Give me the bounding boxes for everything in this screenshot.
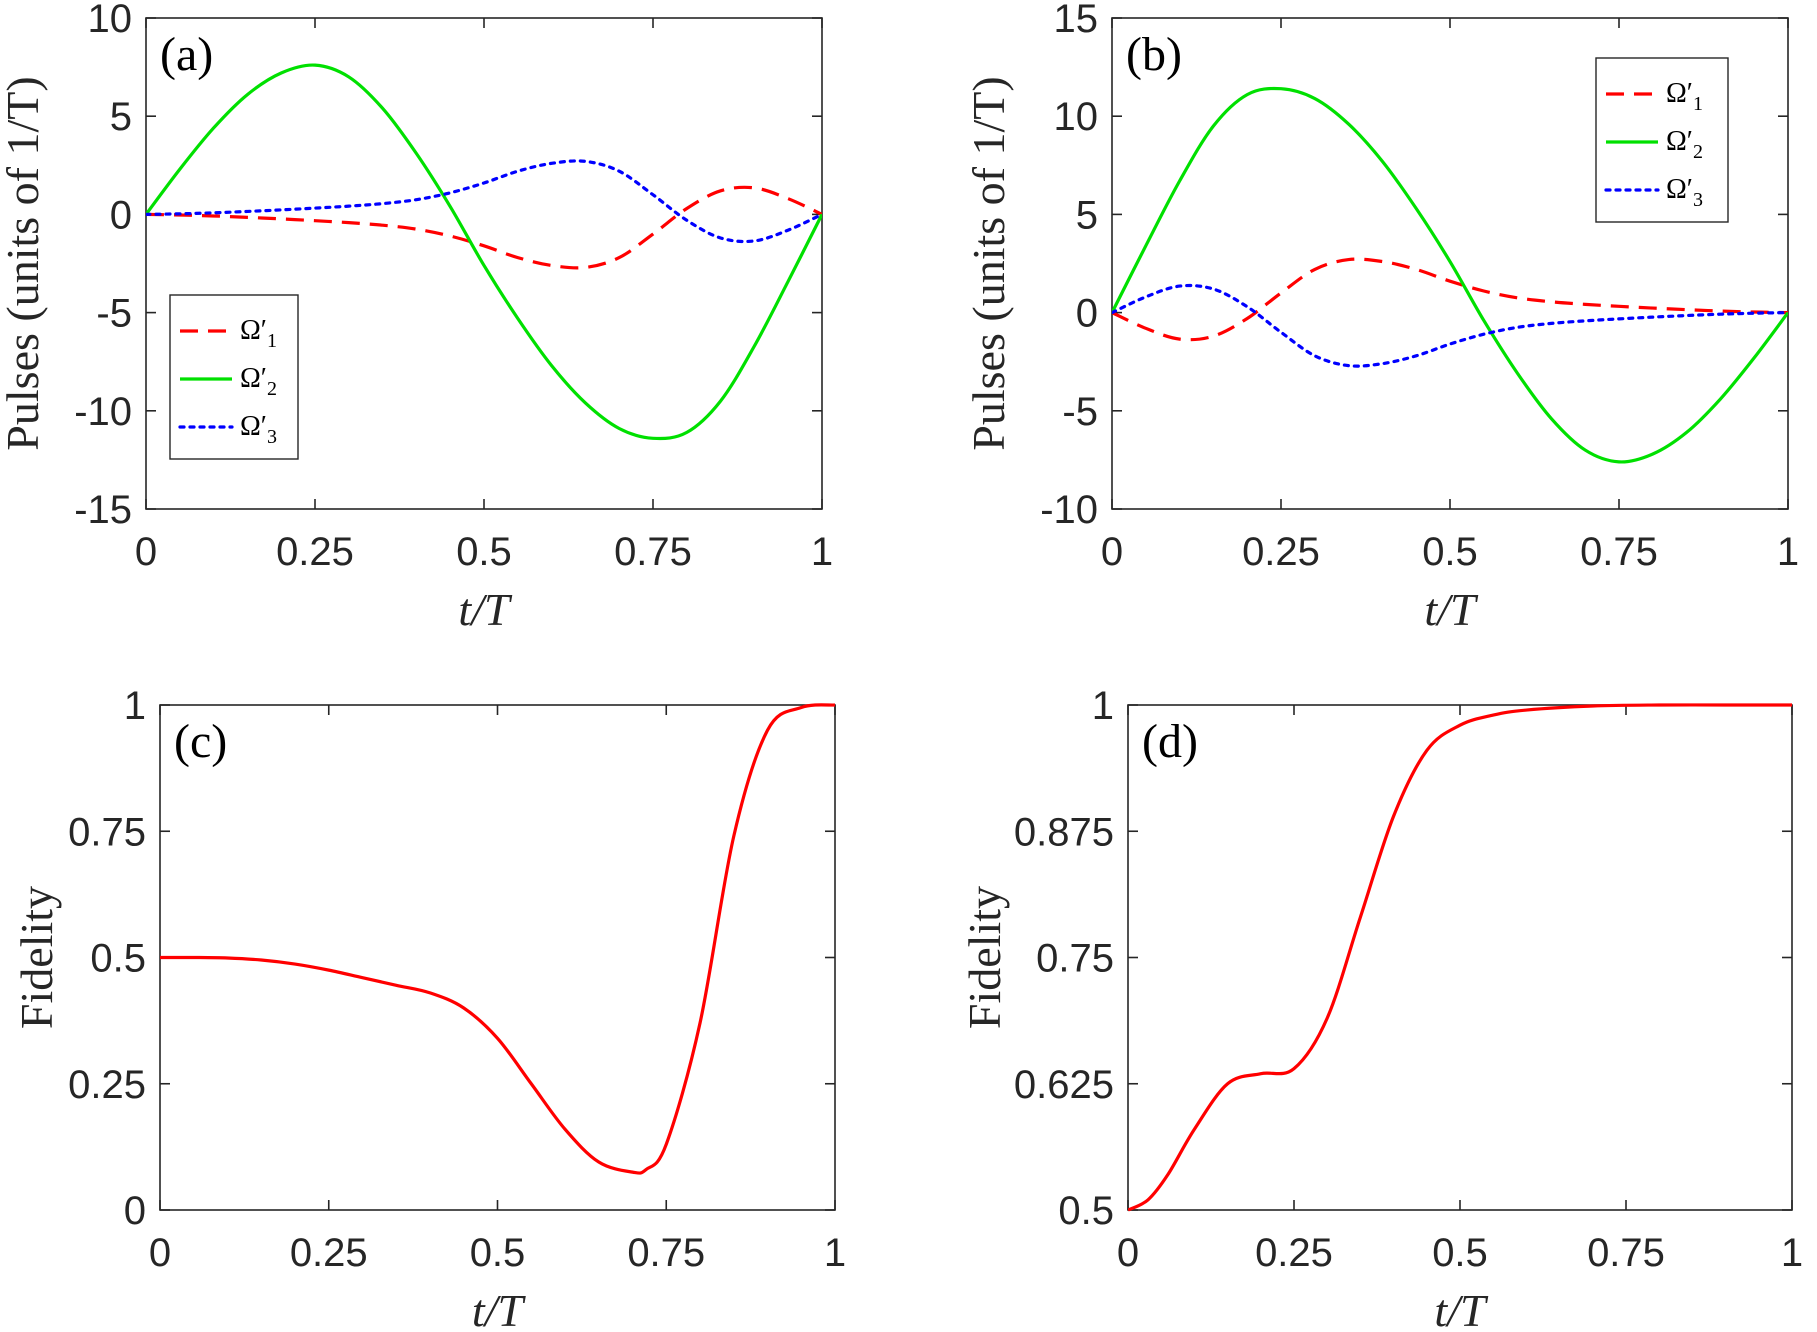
y-axis-label: Pulses (units of 1/T): [0, 76, 48, 450]
legend-label: Ω′3: [1666, 174, 1703, 211]
x-tick-label: 0.75: [1580, 530, 1658, 574]
x-tick-label: 0.25: [290, 1231, 368, 1275]
y-tick-label: 0.75: [68, 810, 146, 854]
x-tick-label: 0.25: [276, 530, 354, 574]
x-tick-label: 0.75: [1587, 1231, 1665, 1275]
legend-label: Ω′3: [240, 411, 277, 448]
x-tick-label: 0: [1101, 530, 1123, 574]
chart-panel-b: 0 0.25 0.5 0.75 1 -10 -5 0 5 10 15 t/T Pulses (units…: [963, 0, 1799, 635]
y-tick-label: 0: [1076, 292, 1098, 336]
panel-label: (d): [1142, 715, 1198, 768]
legend-label: Ω′1: [240, 315, 277, 352]
legend-label: Ω′2: [1666, 126, 1703, 163]
y-tick-label: 0: [110, 193, 132, 237]
y-tick-label: -10: [74, 390, 132, 434]
x-tick-label: 0.25: [1242, 530, 1320, 574]
y-axis-label: Fidelity: [11, 886, 62, 1029]
legend-box: [1595, 57, 1729, 223]
x-tick-label: 0.75: [614, 530, 692, 574]
y-tick-label: 1: [124, 684, 146, 728]
x-tick-label: 0.25: [1255, 1231, 1333, 1275]
y-tick-label: 0.875: [1014, 810, 1114, 854]
y-tick-label: 0.75: [1036, 937, 1114, 981]
chart-panel-c: 0 0.25 0.5 0.75 1 0 0.25 0.5 0.75 1 t/T Fidelity (c): [11, 684, 846, 1332]
y-tick-label: -10: [1040, 488, 1098, 532]
y-tick-label: -15: [74, 488, 132, 532]
y-tick-label: 10: [1054, 95, 1099, 139]
legend-box: [169, 294, 299, 460]
y-tick-label: -5: [96, 292, 132, 336]
y-tick-label: -5: [1062, 390, 1098, 434]
series-line-1: [160, 703, 835, 1175]
x-tick-label: 0.5: [456, 530, 512, 574]
x-axis-label: t/T: [472, 1285, 527, 1332]
y-axis-label: Pulses (units of 1/T): [963, 76, 1014, 450]
x-tick-label: 0.5: [470, 1231, 526, 1275]
y-tick-label: 0: [124, 1189, 146, 1233]
y-tick-label: 5: [1076, 193, 1098, 237]
series-line-3: [1112, 283, 1788, 368]
x-axis-label: t/T: [1424, 584, 1479, 635]
y-tick-label: 0.5: [1058, 1189, 1114, 1233]
x-tick-label: 1: [811, 530, 833, 574]
series-line-1: [1128, 703, 1792, 1212]
x-tick-label: 0.5: [1422, 530, 1478, 574]
plot-area: [1127, 704, 1793, 1211]
x-tick-label: 0.5: [1432, 1231, 1488, 1275]
x-tick-label: 0: [135, 530, 157, 574]
y-tick-label: 5: [110, 95, 132, 139]
series-line-1: [1112, 257, 1788, 342]
panel-label: (b): [1126, 28, 1182, 81]
panel-label: (a): [160, 28, 213, 81]
series-line-1: [146, 185, 822, 270]
y-tick-label: 15: [1054, 0, 1099, 41]
series-line-2: [146, 63, 822, 441]
x-tick-label: 0.75: [627, 1231, 705, 1275]
y-axis-label: Fidelity: [959, 886, 1010, 1029]
series-line-2: [1112, 86, 1788, 464]
x-tick-label: 0: [1117, 1231, 1139, 1275]
x-tick-label: 0: [149, 1231, 171, 1275]
y-tick-label: 0.5: [90, 937, 146, 981]
legend: Ω′1 Ω′2 Ω′3: [169, 294, 299, 460]
x-tick-label: 1: [824, 1231, 846, 1275]
legend-label: Ω′1: [1666, 78, 1703, 115]
chart-panel-a: 0 0.25 0.5 0.75 1 -15 -10 -5 0 5 10 t/T Pulses (unit…: [0, 0, 833, 635]
series-line-3: [146, 159, 822, 244]
chart-panel-d: 0 0.25 0.5 0.75 1 0.5 0.625 0.75 0.875 1 t/T Fideli…: [959, 684, 1803, 1332]
y-tick-label: 0.625: [1014, 1063, 1114, 1107]
y-tick-label: 10: [88, 0, 133, 41]
panel-label: (c): [174, 715, 227, 768]
y-tick-label: 1: [1092, 684, 1114, 728]
plot-area: [159, 704, 836, 1211]
x-tick-label: 1: [1777, 530, 1799, 574]
x-axis-label: t/T: [458, 584, 513, 635]
legend-label: Ω′2: [240, 363, 277, 400]
x-tick-label: 1: [1781, 1231, 1803, 1275]
y-tick-label: 0.25: [68, 1063, 146, 1107]
legend: Ω′1 Ω′2 Ω′3: [1595, 57, 1729, 223]
x-axis-label: t/T: [1434, 1285, 1489, 1332]
